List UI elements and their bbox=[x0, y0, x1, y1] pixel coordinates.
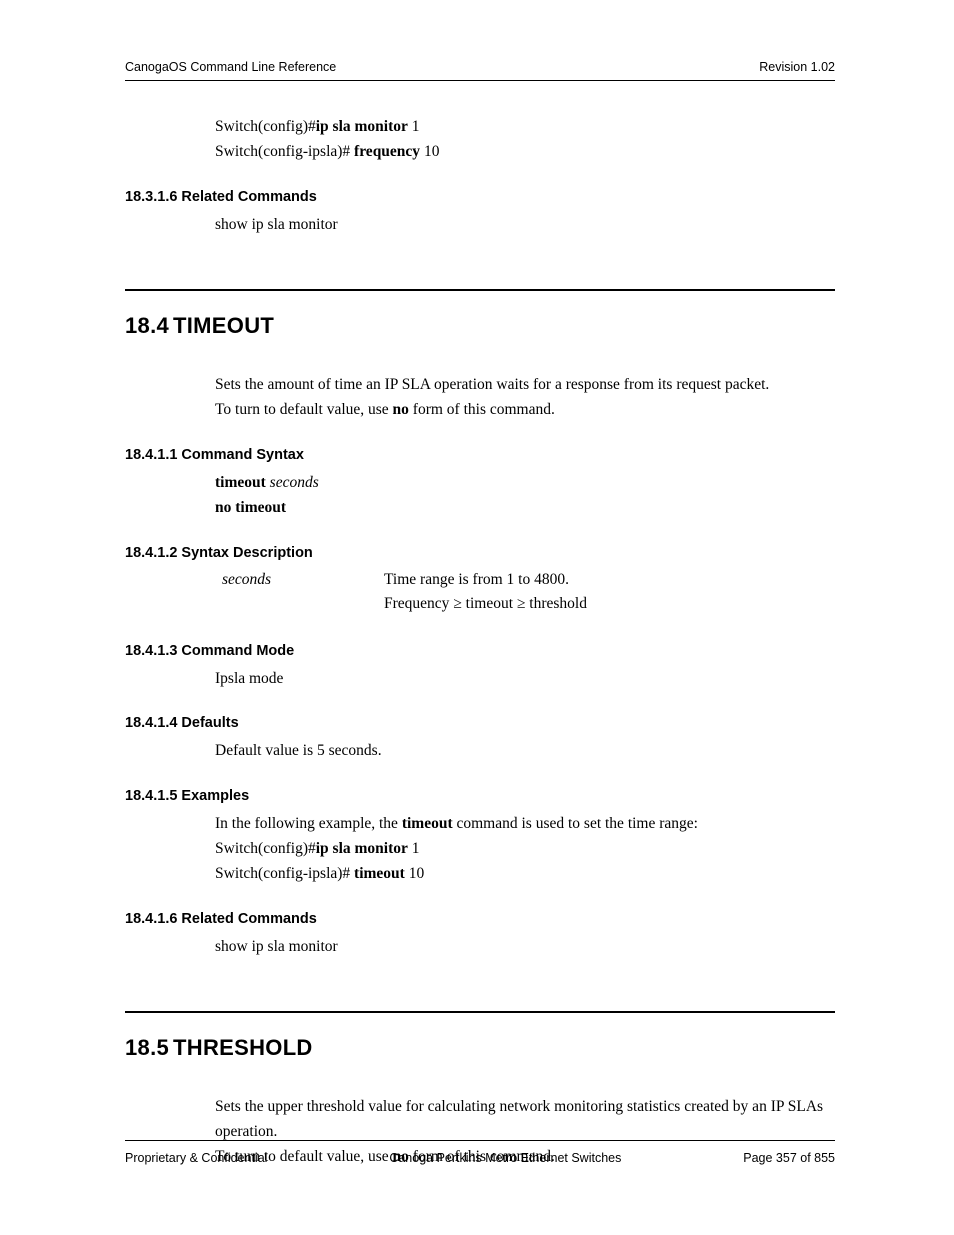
param-desc: Frequency ≥ timeout ≥ threshold bbox=[384, 595, 587, 617]
section-title: THRESHOLD bbox=[173, 1035, 313, 1060]
argument: 10 bbox=[405, 865, 424, 882]
footer-right: Page 357 of 855 bbox=[743, 1151, 835, 1165]
syntax-line: timeout seconds bbox=[215, 471, 835, 496]
keyword-no: no bbox=[393, 401, 409, 418]
syntax-line: no timeout bbox=[215, 496, 835, 521]
command-mode-text: Ipsla mode bbox=[215, 667, 835, 692]
param-desc: Time range is from 1 to 4800. bbox=[384, 571, 587, 593]
code-line: Switch(config)#ip sla monitor 1 bbox=[215, 115, 835, 140]
heading-command-mode: 18.4.1.3 Command Mode bbox=[125, 643, 835, 659]
argument: 1 bbox=[408, 118, 420, 135]
examples-block: In the following example, the timeout co… bbox=[215, 812, 835, 886]
command: timeout bbox=[354, 865, 405, 882]
heading-related-commands: 18.4.1.6 Related Commands bbox=[125, 911, 835, 927]
heading-examples: 18.4.1.5 Examples bbox=[125, 788, 835, 804]
footer-center: Canoga Pertkins Metro Ethernet Switches bbox=[389, 1151, 621, 1165]
syntax-arg: seconds bbox=[266, 474, 319, 491]
section-divider bbox=[125, 1011, 835, 1013]
heading-syntax-description: 18.4.1.2 Syntax Description bbox=[125, 545, 835, 561]
page-content: CanogaOS Command Line Reference Revision… bbox=[125, 60, 835, 1170]
header-right: Revision 1.02 bbox=[759, 60, 835, 74]
table-row: seconds Time range is from 1 to 4800. bbox=[222, 571, 587, 593]
param-name: seconds bbox=[222, 571, 382, 593]
heading-command-syntax: 18.4.1.1 Command Syntax bbox=[125, 447, 835, 463]
section-heading-timeout: 18.4TIMEOUT bbox=[125, 313, 835, 339]
section-title: TIMEOUT bbox=[173, 313, 274, 338]
table-row: Frequency ≥ timeout ≥ threshold bbox=[222, 595, 587, 617]
command: ip sla monitor bbox=[316, 118, 408, 135]
code-line: Switch(config)#ip sla monitor 1 bbox=[215, 837, 835, 862]
section-number: 18.5 bbox=[125, 1035, 169, 1060]
footer-left: Proprietary & Confidential bbox=[125, 1151, 267, 1165]
syntax-block: timeout seconds no timeout bbox=[215, 471, 835, 521]
argument: 10 bbox=[420, 143, 439, 160]
running-footer: Proprietary & Confidential Canoga Pertki… bbox=[125, 1140, 835, 1165]
keyword-timeout: timeout bbox=[402, 815, 453, 832]
syntax-cmd: no timeout bbox=[215, 499, 286, 516]
running-header: CanogaOS Command Line Reference Revision… bbox=[125, 60, 835, 81]
example-intro: In the following example, the timeout co… bbox=[215, 812, 835, 837]
command: frequency bbox=[354, 143, 420, 160]
heading-related-commands: 18.3.1.6 Related Commands bbox=[125, 189, 835, 205]
section-intro: Sets the amount of time an IP SLA operat… bbox=[215, 373, 835, 423]
intro-line: Sets the amount of time an IP SLA operat… bbox=[215, 373, 835, 398]
argument: 1 bbox=[408, 840, 420, 857]
prev-example-block: Switch(config)#ip sla monitor 1 Switch(c… bbox=[215, 115, 835, 165]
intro-line: To turn to default value, use no form of… bbox=[215, 398, 835, 423]
syntax-cmd: timeout bbox=[215, 474, 266, 491]
code-line: Switch(config-ipsla)# frequency 10 bbox=[215, 140, 835, 165]
section-heading-threshold: 18.5THRESHOLD bbox=[125, 1035, 835, 1061]
intro-line: Sets the upper threshold value for calcu… bbox=[215, 1095, 835, 1145]
code-line: Switch(config-ipsla)# timeout 10 bbox=[215, 862, 835, 887]
section-divider bbox=[125, 289, 835, 291]
related-command-text: show ip sla monitor bbox=[215, 213, 835, 238]
prompt: Switch(config-ipsla)# bbox=[215, 143, 354, 160]
prompt: Switch(config-ipsla)# bbox=[215, 865, 354, 882]
defaults-text: Default value is 5 seconds. bbox=[215, 739, 835, 764]
section-number: 18.4 bbox=[125, 313, 169, 338]
heading-defaults: 18.4.1.4 Defaults bbox=[125, 715, 835, 731]
command: ip sla monitor bbox=[316, 840, 408, 857]
header-left: CanogaOS Command Line Reference bbox=[125, 60, 336, 74]
syntax-description-table: seconds Time range is from 1 to 4800. Fr… bbox=[220, 569, 589, 619]
related-command-text: show ip sla monitor bbox=[215, 935, 835, 960]
prompt: Switch(config)# bbox=[215, 840, 316, 857]
prompt: Switch(config)# bbox=[215, 118, 316, 135]
